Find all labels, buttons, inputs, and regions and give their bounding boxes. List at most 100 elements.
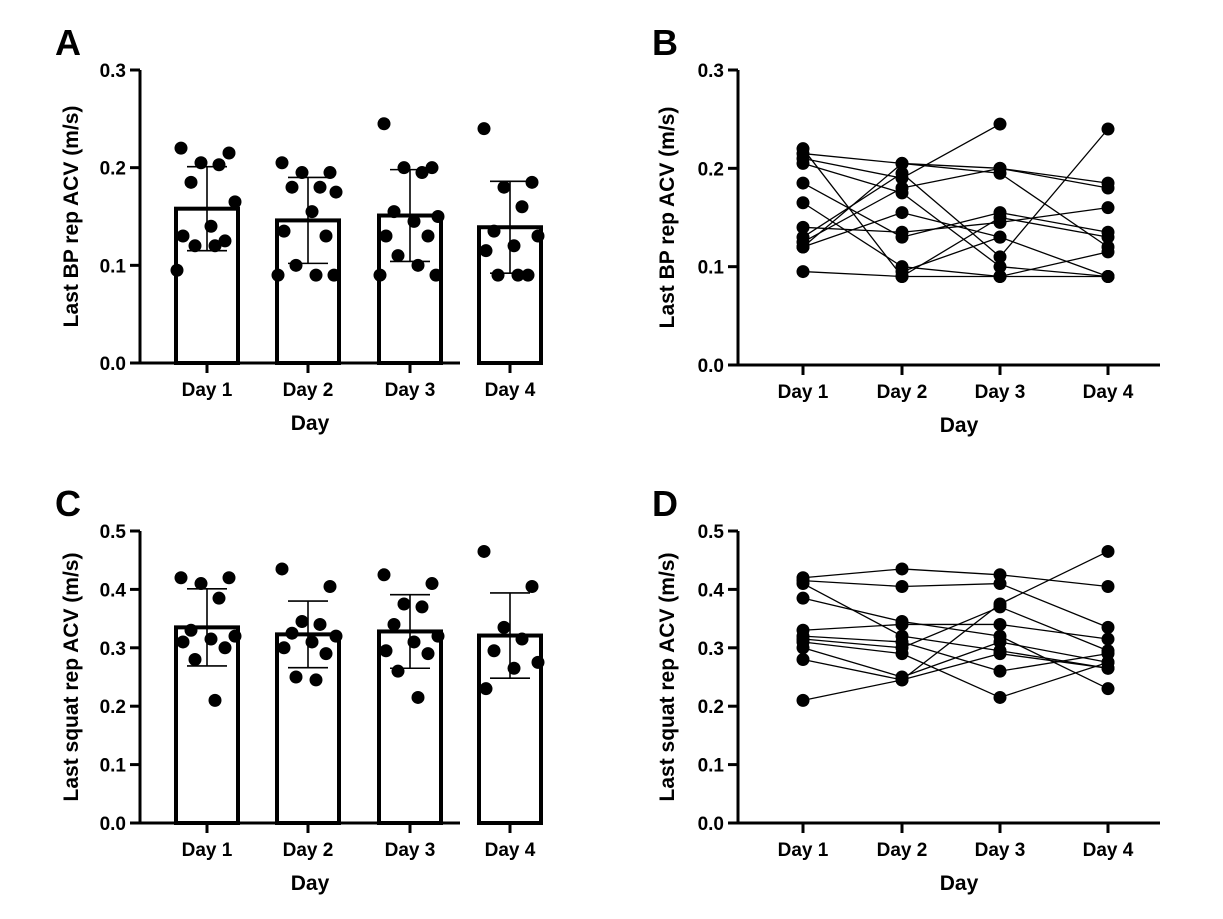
data-point xyxy=(993,597,1007,611)
y-tick-label: 0.2 xyxy=(100,697,126,718)
data-point xyxy=(323,166,337,180)
x-tick-label: Day 3 xyxy=(385,380,436,401)
data-point xyxy=(305,635,319,649)
data-point xyxy=(993,250,1007,264)
data-point xyxy=(993,664,1007,678)
y-tick-label: 0.2 xyxy=(100,159,126,180)
series-line xyxy=(999,652,1109,669)
data-point xyxy=(993,117,1007,131)
data-point xyxy=(411,258,425,272)
x-tick-label: Day 4 xyxy=(485,840,536,861)
data-point xyxy=(421,229,435,243)
data-point xyxy=(1101,122,1115,136)
data-point xyxy=(228,629,242,643)
data-point xyxy=(431,629,445,643)
series-line xyxy=(901,568,1001,576)
x-tick-label: Day 1 xyxy=(182,840,233,861)
data-point xyxy=(397,161,411,175)
data-point xyxy=(895,647,909,661)
data-point xyxy=(218,234,232,248)
panel-b: B 0.0 0.1 0.2 0.3 Day 1 Day 2 Day 3 Day 4 Day Last… xyxy=(652,22,1160,437)
series-line xyxy=(999,574,1109,588)
data-point xyxy=(1101,544,1115,558)
data-point xyxy=(1101,632,1115,646)
series-line xyxy=(901,211,1001,238)
series-line xyxy=(901,641,1001,678)
panel-letter: B xyxy=(652,22,678,63)
series-line xyxy=(901,582,1001,588)
x-tick-label: Day 2 xyxy=(283,840,334,861)
data-point xyxy=(796,196,810,210)
data-point xyxy=(387,205,401,219)
data-point xyxy=(271,268,285,282)
data-point xyxy=(313,180,327,194)
data-point xyxy=(511,268,525,282)
data-point xyxy=(1101,620,1115,634)
x-tick-label: Day 1 xyxy=(182,380,233,401)
data-point xyxy=(204,219,218,233)
data-point xyxy=(796,577,810,591)
data-point xyxy=(796,652,810,666)
series-line xyxy=(999,167,1109,189)
series-line xyxy=(999,167,1109,184)
panel-d: D 0.0 0.1 0.2 0.3 0.4 0.5 Day 1 Day 2 Day 3 Day 4 D… xyxy=(652,483,1160,895)
data-point xyxy=(531,229,545,243)
data-point xyxy=(796,220,810,234)
data-point xyxy=(204,632,218,646)
data-point xyxy=(379,229,393,243)
x-tick-label: Day 2 xyxy=(283,380,334,401)
data-point xyxy=(993,617,1007,631)
x-tick-label: Day 2 xyxy=(877,840,928,861)
data-point xyxy=(184,623,198,637)
series-line xyxy=(901,653,1001,699)
series-line xyxy=(901,641,1001,672)
x-tick-label: Day 4 xyxy=(485,380,536,401)
data-point xyxy=(275,156,289,170)
data-point xyxy=(507,239,521,253)
data-point xyxy=(391,664,405,678)
series-line xyxy=(802,211,903,248)
series-line xyxy=(999,172,1109,248)
series-line xyxy=(999,266,1109,278)
data-point xyxy=(188,652,202,666)
data-point xyxy=(277,641,291,655)
series-line xyxy=(901,635,1001,652)
y-tick-label: 0.3 xyxy=(698,61,724,82)
data-point xyxy=(415,166,429,180)
data-point xyxy=(1101,579,1115,593)
series-line xyxy=(999,641,1109,664)
series-line xyxy=(802,568,903,579)
data-point xyxy=(895,206,909,220)
data-point xyxy=(397,597,411,611)
data-point xyxy=(515,632,529,646)
data-point xyxy=(176,635,190,649)
data-point xyxy=(323,579,337,593)
y-tick-label: 0.4 xyxy=(100,580,127,601)
series-line xyxy=(999,216,1109,238)
data-point xyxy=(796,641,810,655)
data-point xyxy=(1101,661,1115,675)
data-point xyxy=(327,268,341,282)
data-point xyxy=(895,171,909,185)
data-point xyxy=(895,181,909,195)
series-line xyxy=(901,606,1001,649)
data-point xyxy=(212,591,226,605)
data-point xyxy=(184,175,198,189)
series-line xyxy=(802,579,903,588)
data-point xyxy=(387,617,401,631)
y-tick-label: 0.0 xyxy=(100,814,126,835)
series-line xyxy=(999,550,1109,605)
data-point xyxy=(222,146,236,160)
data-point xyxy=(188,239,202,253)
panel-letter: D xyxy=(652,483,678,524)
y-axis-title: Last BP rep ACV (m/s) xyxy=(60,106,83,328)
series-line xyxy=(901,172,1001,258)
series-line xyxy=(901,162,1001,169)
y-tick-label: 0.1 xyxy=(698,756,725,777)
data-point xyxy=(174,141,188,155)
data-point xyxy=(477,122,491,136)
series-line xyxy=(999,582,1109,628)
series-line xyxy=(901,192,1001,268)
data-point xyxy=(1101,240,1115,254)
